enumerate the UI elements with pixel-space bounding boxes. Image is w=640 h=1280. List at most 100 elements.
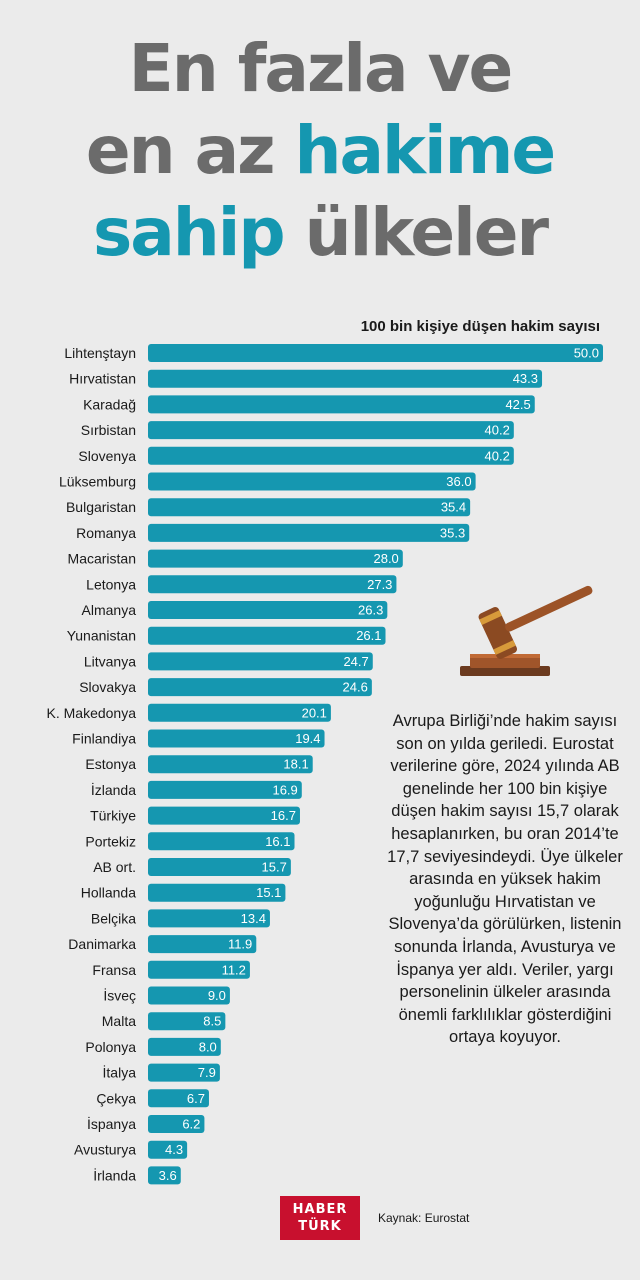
bar-value-label: 6.7: [187, 1091, 205, 1106]
bar: [148, 523, 470, 542]
bar-category-label: Slovenya: [78, 448, 136, 464]
bar: [148, 832, 295, 851]
title-line-3: sahip ülkeler: [0, 192, 640, 274]
bar: [148, 344, 603, 362]
bar-value-label: 19.4: [295, 731, 320, 746]
bar: [148, 1063, 220, 1082]
bar-value-label: 15.1: [256, 885, 281, 900]
bar-category-label: Polonya: [85, 1039, 136, 1055]
bar-category-label: Letonya: [86, 576, 136, 592]
bar: [148, 986, 230, 1005]
bar: [148, 421, 514, 440]
title-line-1: En fazla ve: [128, 30, 514, 107]
logo-line-1: HABER: [292, 1202, 348, 1217]
bar: [148, 446, 514, 465]
bar: [148, 395, 535, 414]
bar: [148, 780, 302, 799]
bar-category-label: Yunanistan: [67, 628, 136, 644]
title-line-2: en az hakime: [0, 110, 640, 192]
bar-category-label: Lihtenştayn: [64, 345, 136, 361]
bar-value-label: 36.0: [446, 474, 471, 489]
bar-value-label: 11.9: [228, 937, 252, 952]
bar: [148, 883, 286, 902]
bar-category-label: Macaristan: [68, 551, 136, 567]
title-line-3-plain: ülkeler: [283, 194, 549, 271]
bar-category-label: İzlanda: [91, 781, 136, 798]
bar-value-label: 7.9: [198, 1065, 216, 1080]
bar: [148, 1166, 181, 1185]
bar: [148, 806, 300, 825]
title-line-2-accent: hakime: [294, 112, 557, 189]
bar-value-label: 16.1: [265, 834, 290, 849]
bar-value-label: 13.4: [241, 911, 266, 926]
bar-value-label: 24.6: [343, 680, 368, 695]
bar: [148, 935, 257, 954]
bar-value-label: 9.0: [208, 988, 226, 1003]
bar: [148, 729, 325, 748]
bar-value-label: 24.7: [343, 654, 368, 669]
bar-value-label: 26.1: [356, 628, 381, 643]
bar-category-label: Almanya: [82, 602, 137, 618]
bar-value-label: 40.2: [485, 448, 510, 463]
bar-value-label: 28.0: [373, 551, 398, 566]
bar-category-label: Estonya: [85, 756, 136, 772]
title-line-3-accent: sahip: [92, 194, 286, 271]
bar: [148, 909, 270, 928]
bar-category-label: Malta: [102, 1013, 136, 1029]
bar-value-label: 4.3: [165, 1142, 183, 1157]
bar-value-label: 26.3: [358, 603, 383, 618]
bar-value-label: 27.3: [367, 577, 392, 592]
bar: [148, 575, 397, 594]
bar-value-label: 8.5: [203, 1014, 221, 1029]
source-text: Kaynak: Eurostat: [378, 1211, 470, 1225]
bar-category-label: Karadağ: [83, 396, 136, 412]
bar: [148, 1089, 209, 1108]
bar-value-label: 16.9: [272, 782, 297, 797]
bar-value-label: 43.3: [513, 371, 538, 386]
bar-value-label: 35.4: [441, 500, 466, 515]
bar: [148, 1012, 226, 1031]
bar-category-label: Danimarka: [68, 936, 136, 952]
chart-title: 100 bin kişiye düşen hakim sayısı: [361, 318, 600, 335]
title-line-2-plain: en az: [85, 112, 295, 189]
bar-value-label: 6.2: [182, 1117, 200, 1132]
bar-category-label: İsveç: [103, 987, 136, 1004]
bar-value-label: 15.7: [262, 860, 287, 875]
bar-category-label: Romanya: [76, 525, 136, 541]
bar-category-label: Hollanda: [81, 885, 136, 901]
bar-value-label: 3.6: [159, 1168, 177, 1183]
bar-category-label: Hırvatistan: [69, 371, 136, 387]
bar-category-label: AB ort.: [93, 859, 136, 875]
bar: [148, 498, 471, 517]
bar: [148, 549, 403, 568]
page-title: En fazla ve en az hakime sahip ülkeler: [0, 28, 640, 274]
bar: [148, 1115, 205, 1133]
bar-value-label: 50.0: [574, 346, 599, 361]
bar-category-label: Finlandiya: [72, 731, 136, 747]
bar-category-label: Lüksemburg: [59, 474, 136, 490]
bar: [148, 652, 373, 671]
bar-category-label: K. Makedonya: [47, 705, 137, 721]
bar-value-label: 16.7: [271, 808, 296, 823]
bar-value-label: 8.0: [199, 1039, 217, 1054]
bar-category-label: Litvanya: [84, 653, 136, 669]
bar: [148, 472, 476, 491]
bar-value-label: 42.5: [505, 397, 530, 412]
bar: [148, 1037, 221, 1056]
bar-category-label: İtalya: [103, 1064, 137, 1081]
bar: [148, 369, 543, 388]
bar-value-label: 35.3: [440, 525, 465, 540]
bar-category-label: Slovakya: [79, 679, 136, 695]
bar-value-label: 40.2: [485, 423, 510, 438]
bar-category-label: Portekiz: [85, 833, 136, 849]
bar: [148, 626, 386, 645]
bar-value-label: 20.1: [302, 705, 327, 720]
bar: [148, 678, 372, 697]
bar-category-label: Fransa: [92, 962, 136, 978]
bar-category-label: Sırbistan: [81, 422, 136, 438]
haberturk-logo: HABER TÜRK: [280, 1196, 360, 1240]
bar: [148, 601, 388, 619]
bar-value-label: 18.1: [283, 757, 308, 772]
